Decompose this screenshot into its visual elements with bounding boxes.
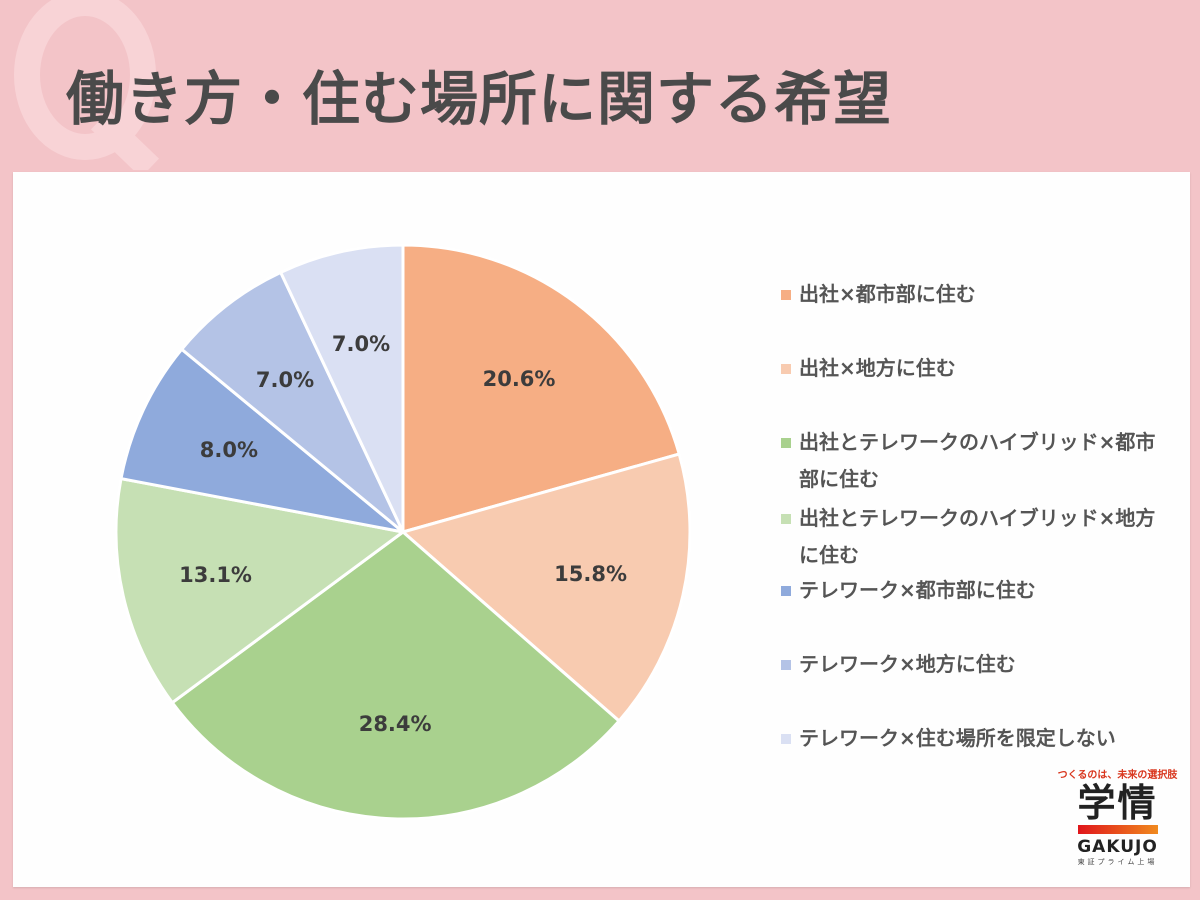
pie-slice [114, 476, 407, 705]
legend-swatch [781, 364, 791, 374]
legend-label: テレワーク×住む場所を限定しない [799, 726, 1116, 750]
pie-chart [114, 243, 692, 821]
legend-item: テレワーク×地方に住む [781, 646, 1159, 683]
slice-value-label: 7.0% [255, 368, 315, 393]
pie-slice [119, 347, 404, 534]
legend-swatch [781, 660, 791, 670]
legend-label: 出社とテレワークのハイブリッド×地方に住む [799, 506, 1156, 567]
chart-panel: 20.6% 15.8% 28.4% 13.1% 8.0% 7.0% 7.0% 出社×都市部に… [13, 172, 1190, 887]
page-title: 働き方・住む場所に関する希望 [66, 65, 893, 133]
logo-kanji: 学情 [1077, 781, 1158, 825]
slice-value-label: 20.6% [482, 366, 556, 391]
legend-item: 出社とテレワークのハイブリッド×地方に住む [781, 500, 1159, 574]
gakujo-logo: つくるのは、未来の選択肢 学情 GAKUJO 東証プライム上場 [1050, 766, 1185, 867]
legend-label: テレワーク×都市部に住む [799, 578, 1036, 602]
logo-bar [1077, 825, 1158, 834]
logo-english: GAKUJO [1077, 837, 1158, 857]
pie-slice [170, 530, 622, 821]
pie-slice [179, 270, 405, 534]
legend-label: テレワーク×地方に住む [799, 652, 1016, 676]
slice-value-label: 7.0% [331, 332, 391, 357]
legend-swatch [781, 438, 791, 448]
q-decoration-icon [14, 0, 160, 170]
logo-tagline: つくるのは、未来の選択肢 [1057, 770, 1178, 781]
legend-swatch [781, 290, 791, 300]
legend-item: テレワーク×住む場所を限定しない [781, 720, 1159, 757]
pie-slice [401, 243, 682, 534]
legend-swatch [781, 586, 791, 596]
slice-value-label: 8.0% [199, 438, 259, 463]
legend-item: テレワーク×都市部に住む [781, 572, 1159, 609]
legend-item: 出社とテレワークのハイブリッド×都市部に住む [781, 424, 1159, 498]
legend-label: 出社×都市部に住む [799, 282, 976, 306]
logo-sub: 東証プライム上場 [1077, 858, 1158, 866]
legend-label: 出社×地方に住む [799, 356, 956, 380]
legend-swatch [781, 514, 791, 524]
slice-value-label: 13.1% [179, 562, 252, 587]
slice-value-label: 28.4% [358, 712, 432, 737]
legend-label: 出社とテレワークのハイブリッド×都市部に住む [799, 430, 1156, 491]
legend-item: 出社×都市部に住む [781, 276, 1159, 313]
pie-slice [278, 243, 405, 533]
pie-slice [399, 452, 692, 724]
slice-value-label: 15.8% [554, 562, 628, 587]
legend-item: 出社×地方に住む [781, 350, 1159, 387]
legend-swatch [781, 734, 791, 744]
